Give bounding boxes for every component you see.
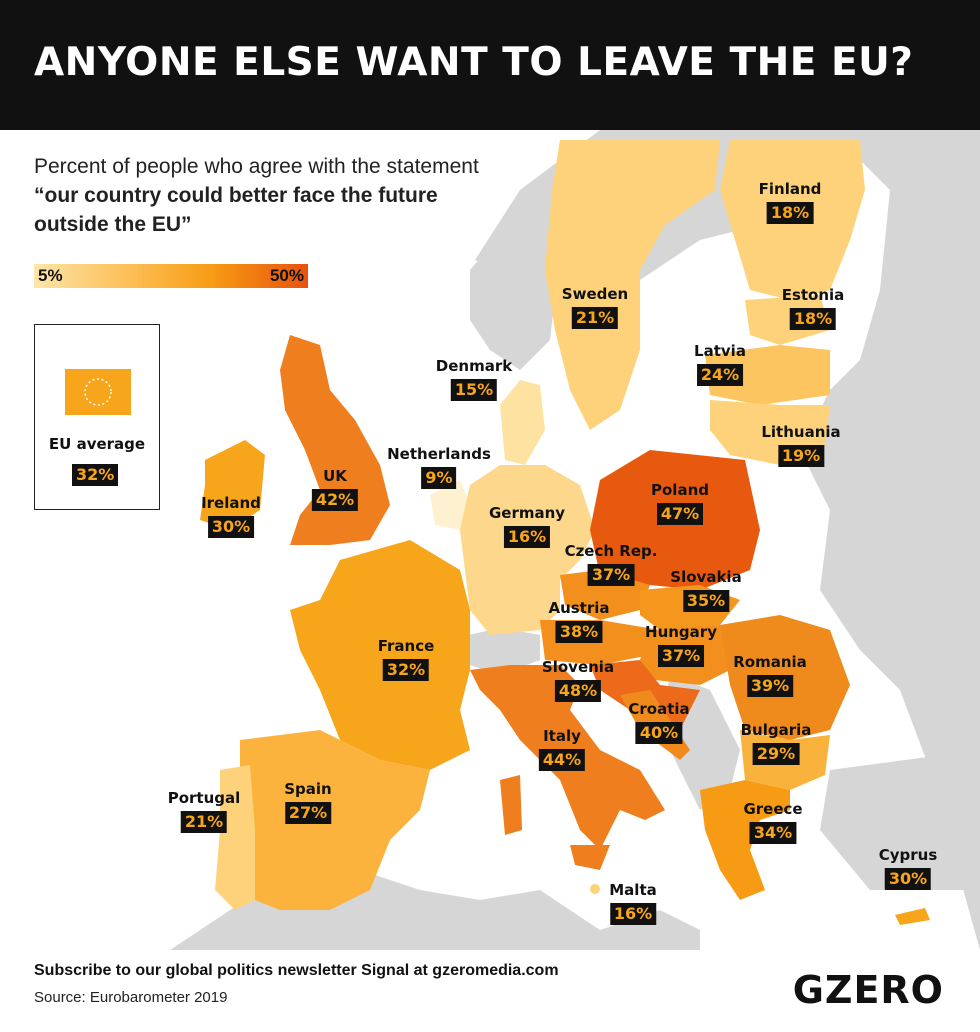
land-norway	[470, 160, 575, 370]
label-hungary: Hungary 37%	[645, 623, 717, 667]
color-scale: 5% 50%	[34, 264, 308, 288]
label-spain: Spain 27%	[284, 780, 332, 824]
header-bar: ANYONE ELSE WANT TO LEAVE THE EU?	[0, 0, 980, 130]
eu-average-value: 32%	[72, 461, 119, 486]
footer: Subscribe to our global politics newslet…	[0, 950, 980, 1032]
label-denmark: Denmark 15%	[435, 357, 513, 401]
label-romania: Romania 39%	[733, 653, 807, 697]
eu-flag-icon	[65, 369, 131, 415]
intro-text: Percent of people who agree with the sta…	[34, 152, 494, 239]
region-denmark	[500, 380, 545, 465]
region-netherlands	[430, 480, 470, 530]
label-bulgaria: Bulgaria 29%	[740, 721, 812, 765]
land-russia	[800, 130, 980, 950]
region-ireland	[200, 440, 265, 530]
region-germany	[460, 465, 595, 635]
land-switzerland	[468, 628, 540, 675]
region-sicily	[570, 845, 610, 870]
scale-max-label: 50%	[269, 266, 304, 285]
label-austria: Austria 38%	[548, 599, 610, 643]
label-croatia: Croatia 40%	[628, 700, 690, 744]
eu-average-label: EU average	[48, 435, 146, 453]
region-spain	[240, 730, 430, 910]
map-area: Percent of people who agree with the sta…	[0, 130, 980, 950]
region-sardinia	[500, 775, 522, 835]
label-czech: Czech Rep. 37%	[564, 542, 658, 586]
region-sweden	[545, 140, 720, 430]
label-estonia: Estonia 18%	[781, 286, 845, 330]
label-france: France 32%	[377, 637, 435, 681]
label-portugal: Portugal 21%	[167, 789, 241, 833]
region-latvia	[705, 345, 830, 405]
label-sweden: Sweden 21%	[561, 285, 629, 329]
subscribe-text: Subscribe to our global politics newslet…	[34, 962, 559, 979]
label-lithuania: Lithuania 19%	[761, 423, 841, 467]
eu-average-box: EU average 32%	[34, 324, 160, 510]
label-poland: Poland 47%	[651, 481, 709, 525]
source-text: Source: Eurobarometer 2019	[34, 989, 228, 1006]
label-greece: Greece 34%	[743, 800, 803, 844]
label-latvia: Latvia 24%	[694, 342, 746, 386]
scale-min-label: 5%	[38, 266, 63, 285]
gzero-logo: GZERO	[792, 968, 944, 1012]
label-germany: Germany 16%	[488, 504, 566, 548]
page-title: ANYONE ELSE WANT TO LEAVE THE EU?	[34, 40, 914, 85]
label-cyprus: Cyprus 30%	[878, 846, 938, 890]
label-malta: Malta 16%	[609, 881, 657, 925]
label-finland: Finland 18%	[758, 180, 822, 224]
label-uk: UK 42%	[311, 467, 359, 511]
label-slovenia: Slovenia 48%	[541, 658, 615, 702]
label-netherlands: Netherlands 9%	[387, 445, 491, 489]
region-greece	[700, 780, 790, 900]
label-ireland: Ireland 30%	[201, 494, 261, 538]
region-malta	[590, 884, 600, 894]
region-uk	[280, 335, 390, 545]
region-estonia	[745, 295, 830, 345]
intro-quote: “our country could better face the futur…	[34, 184, 438, 236]
label-italy: Italy 44%	[538, 727, 586, 771]
label-slovakia: Slovakia 35%	[670, 568, 742, 612]
region-cyprus	[895, 908, 930, 925]
land-turkey	[820, 750, 980, 890]
region-france	[290, 540, 470, 770]
intro-plain: Percent of people who agree with the sta…	[34, 155, 479, 178]
region-portugal	[215, 765, 255, 910]
